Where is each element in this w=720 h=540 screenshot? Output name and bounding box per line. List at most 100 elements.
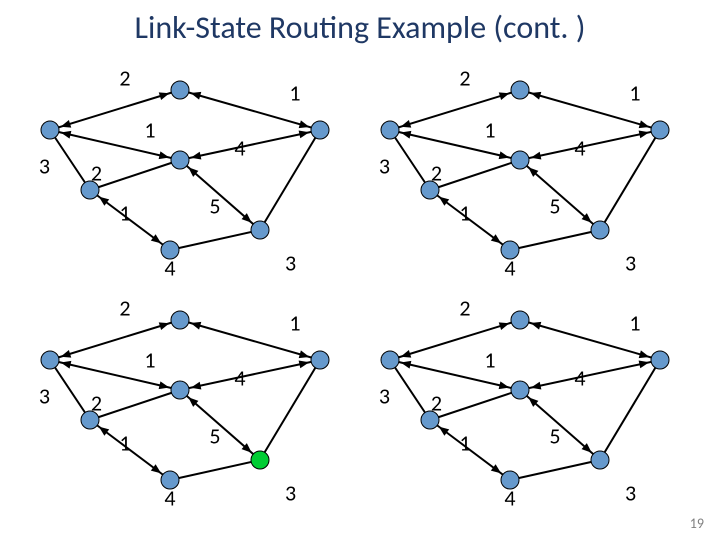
edge-weight-label: 4 [574, 134, 585, 161]
arrowhead-icon [299, 350, 311, 360]
graph-edge [50, 360, 90, 420]
graph-node [81, 181, 99, 199]
graph-node [161, 241, 179, 259]
arrowhead-icon [499, 89, 511, 100]
graph-edge [170, 230, 260, 250]
graph-edge [390, 130, 430, 190]
edge-weight-label: 2 [119, 64, 130, 91]
edge-weight-label: 1 [459, 199, 470, 226]
graph-panel: 2131421543 [370, 290, 690, 510]
arrowhead-icon [189, 89, 201, 99]
edge-weight-label: 2 [459, 294, 470, 321]
graph-node [41, 351, 59, 369]
graph-node [311, 121, 329, 139]
graph-edge [170, 460, 260, 480]
graph-node [421, 411, 439, 429]
edge-weight-label: 1 [144, 346, 155, 373]
graph-edge [510, 460, 600, 480]
edge-weight-label: 5 [209, 422, 220, 449]
graph-edge [50, 130, 90, 190]
graph-node [501, 471, 519, 489]
graph-node [651, 351, 669, 369]
graph-edge [430, 160, 520, 190]
graph-edge [180, 360, 320, 390]
arrowhead-icon [399, 120, 411, 131]
graph-edge [430, 390, 520, 420]
graph-edge [520, 360, 660, 390]
edge-weight-label: 4 [574, 364, 585, 391]
graph-edge [260, 360, 320, 460]
graph-edge [180, 130, 320, 160]
edge-weight-label: 2 [459, 64, 470, 91]
arrowhead-icon [529, 89, 541, 99]
arrowhead-icon [59, 350, 71, 361]
edge-weight-label: 1 [289, 309, 300, 336]
edge-weight-label: 1 [144, 116, 155, 143]
graph-node [251, 221, 269, 239]
graph-node [501, 241, 519, 259]
edge-weight-label: 1 [629, 309, 640, 336]
graph-node [511, 151, 529, 169]
graph-node [421, 181, 439, 199]
arrowhead-icon [59, 120, 71, 131]
edge-weight-label: 3 [379, 382, 390, 409]
graph-node [171, 381, 189, 399]
edge-weight-label: 3 [625, 249, 636, 276]
graph-node [591, 451, 609, 469]
graph-panel: 2131421543 [30, 290, 350, 510]
arrowhead-icon [639, 120, 651, 130]
graph-node [81, 411, 99, 429]
arrowhead-icon [159, 89, 171, 100]
graph-node [311, 351, 329, 369]
graph-node [511, 81, 529, 99]
edge-weight-label: 1 [484, 116, 495, 143]
graph-edge [520, 130, 660, 160]
graph-node [511, 311, 529, 329]
graph-node [41, 121, 59, 139]
edge-weight-label: 1 [289, 79, 300, 106]
arrowhead-icon [299, 120, 311, 130]
edge-weight-label: 3 [39, 152, 50, 179]
edge-weight-label: 1 [629, 79, 640, 106]
arrowhead-icon [529, 319, 541, 329]
graph-edge [510, 230, 600, 250]
graph-node [651, 121, 669, 139]
arrowhead-icon [159, 319, 171, 330]
graph-edge [90, 160, 180, 190]
graph-node [591, 221, 609, 239]
graph-edge [390, 360, 430, 420]
edge-weight-label: 1 [119, 429, 130, 456]
graph-edge [600, 360, 660, 460]
arrowhead-icon [639, 350, 651, 360]
graph-panel: 2131421543 [30, 60, 350, 280]
edge-weight-label: 3 [39, 382, 50, 409]
arrowhead-icon [499, 319, 511, 330]
graph-node [511, 381, 529, 399]
arrowhead-icon [399, 350, 411, 361]
graph-node [171, 81, 189, 99]
edge-weight-label: 1 [484, 346, 495, 373]
edge-weight-label: 1 [119, 199, 130, 226]
graph-node [171, 311, 189, 329]
graph-node [381, 121, 399, 139]
edge-weight-label: 3 [379, 152, 390, 179]
graph-node [381, 351, 399, 369]
graph-panel: 2131421543 [370, 60, 690, 280]
edge-weight-label: 1 [459, 429, 470, 456]
edge-weight-label: 3 [625, 479, 636, 506]
graph-node [161, 471, 179, 489]
edge-weight-label: 5 [209, 192, 220, 219]
graph-node [251, 451, 269, 469]
edge-weight-label: 4 [234, 134, 245, 161]
edge-weight-label: 5 [549, 192, 560, 219]
slide-number: 19 [690, 515, 704, 532]
page-title: Link-State Routing Example (cont. ) [0, 8, 720, 47]
edge-weight-label: 3 [285, 249, 296, 276]
arrowhead-icon [189, 319, 201, 329]
graph-node [171, 151, 189, 169]
graph-edge [90, 390, 180, 420]
edge-weight-label: 3 [285, 479, 296, 506]
graph-edge [260, 130, 320, 230]
edge-weight-label: 5 [549, 422, 560, 449]
graph-edge [600, 130, 660, 230]
